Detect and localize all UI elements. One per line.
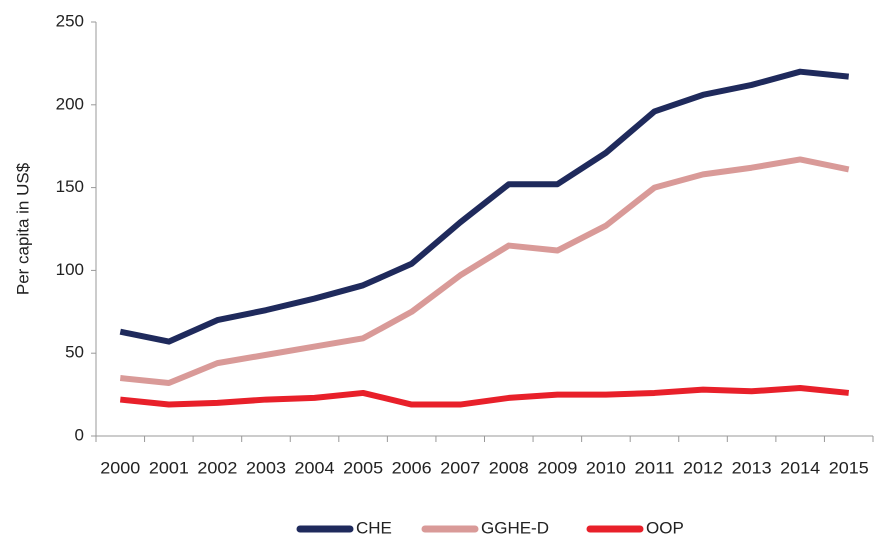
legend-label: GGHE-D	[481, 518, 549, 537]
y-tick-label: 150	[56, 177, 84, 196]
x-tick-label: 2010	[586, 458, 626, 477]
x-tick-label: 2014	[780, 458, 820, 477]
y-tick-label: 0	[75, 425, 84, 444]
y-tick-label: 100	[56, 260, 84, 279]
y-tick-label: 50	[65, 343, 84, 362]
x-tick-label: 2012	[683, 458, 723, 477]
x-tick-label: 2008	[489, 458, 529, 477]
x-tick-label: 2015	[829, 458, 869, 477]
legend-label: CHE	[356, 518, 392, 537]
x-tick-label: 2013	[732, 458, 772, 477]
x-tick-label: 2006	[392, 458, 432, 477]
legend-label: OOP	[646, 518, 684, 537]
x-tick-label: 2003	[246, 458, 286, 477]
x-tick-label: 2005	[343, 458, 383, 477]
x-tick-label: 2004	[295, 458, 335, 477]
x-tick-label: 2001	[149, 458, 189, 477]
series-line	[119, 68, 850, 345]
y-tick-label: 200	[56, 94, 84, 113]
series-line	[119, 384, 850, 408]
x-tick-label: 2007	[440, 458, 480, 477]
series-line	[119, 156, 850, 387]
x-tick-label: 2011	[634, 458, 674, 477]
y-tick-label: 250	[56, 11, 84, 30]
x-tick-label: 2000	[100, 458, 140, 477]
y-axis-label: Per capita in US$	[13, 162, 32, 295]
x-tick-label: 2002	[197, 458, 237, 477]
x-tick-label: 2009	[537, 458, 577, 477]
